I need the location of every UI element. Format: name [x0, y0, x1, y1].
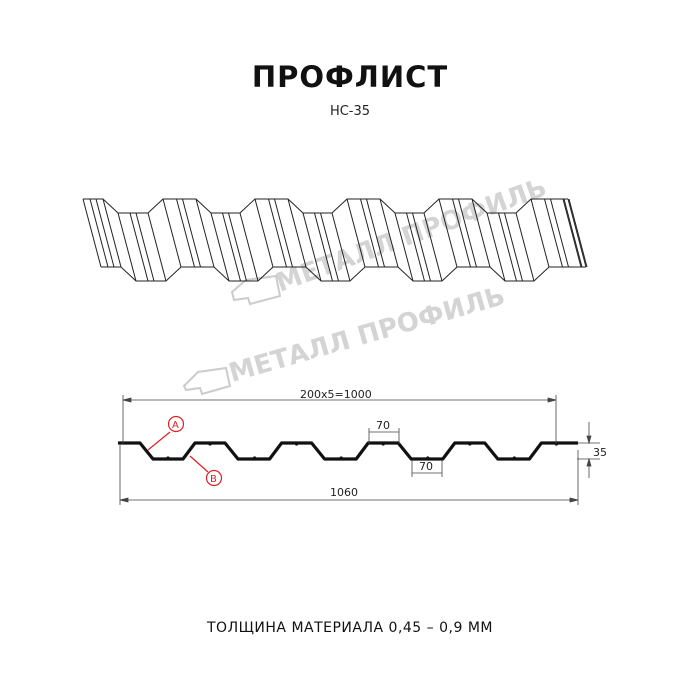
trough-stiffener	[339, 456, 343, 460]
material-thickness-note: ТОЛЩИНА МАТЕРИАЛА 0,45 – 0,9 ММ	[207, 620, 493, 636]
page-title: ПРОФЛИСТ	[251, 60, 449, 94]
perspective-stiffener-line	[544, 198, 563, 268]
crest-stiffener	[295, 442, 299, 446]
perspective-stiffener-line	[504, 212, 523, 282]
crest-stiffener	[554, 442, 559, 446]
full-width-label: 1060	[330, 486, 358, 499]
trough-width-label: 70	[419, 460, 433, 473]
perspective-fold-line	[254, 198, 274, 268]
marker-b-label: B	[210, 474, 217, 485]
perspective-fold-line	[394, 212, 414, 282]
perspective-stiffener-line	[498, 212, 517, 282]
perspective-stiffener-line	[129, 212, 149, 282]
crest-stiffener	[208, 442, 212, 446]
perspective-stiffener-line	[568, 198, 588, 268]
perspective-view	[82, 198, 588, 282]
trough-stiffener	[166, 456, 170, 460]
trough-stiffener	[512, 456, 517, 460]
perspective-stiffener-line	[176, 198, 195, 268]
perspective-fold-line	[82, 198, 102, 268]
dimension-lines: 200x5=1000 70 70 35 1060	[119, 388, 607, 505]
perspective-stiffener-line	[182, 198, 201, 268]
perspective-stiffener-line	[458, 198, 477, 268]
perspective-fold-line	[195, 198, 215, 268]
perspective-stiffener-line	[366, 198, 385, 268]
perspective-fold-line	[117, 212, 137, 282]
perspective-stiffener-line	[228, 212, 247, 282]
perspective-stiffener-line	[89, 198, 109, 268]
perspective-stiffener-line	[222, 212, 241, 282]
watermark-logo-top	[230, 274, 282, 306]
trough-stiffener	[426, 456, 430, 460]
perspective-fold-line	[563, 198, 583, 268]
perspective-fold-line	[567, 198, 587, 268]
perspective-fold-line	[210, 212, 230, 282]
perspective-stiffener-line	[268, 198, 287, 268]
perspective-stiffener-line	[360, 198, 379, 268]
marker-b-circle	[205, 469, 223, 487]
perspective-stiffener-line	[314, 212, 333, 282]
marker-a-circle	[167, 415, 185, 433]
perspective-fold-line	[471, 198, 491, 268]
perspective-fold-line	[239, 212, 259, 282]
perspective-stiffener-line	[274, 198, 293, 268]
model-subtitle: НС-35	[329, 104, 371, 119]
profile-line	[118, 441, 578, 461]
perspective-stiffener-line	[452, 198, 471, 268]
perspective-fold-line	[438, 198, 458, 268]
perspective-fold-line	[515, 212, 535, 282]
perspective-stiffener-line	[562, 198, 582, 268]
cross-section	[118, 441, 578, 461]
perspective-fold-line	[486, 212, 506, 282]
height-label: 35	[593, 446, 607, 459]
perspective-fold-line	[331, 212, 351, 282]
watermark-logo-bottom	[182, 366, 232, 396]
perspective-stiffener-line	[412, 212, 431, 282]
watermark-bottom: МЕТАЛЛ ПРОФИЛЬ	[226, 281, 509, 389]
marker-a-label: A	[172, 420, 179, 431]
crest-width-label: 70	[376, 419, 390, 432]
pitch-total-label: 200x5=1000	[300, 388, 372, 401]
perspective-fold-line	[302, 212, 322, 282]
perspective-fold-line	[346, 198, 366, 268]
crest-stiffener	[468, 442, 472, 446]
perspective-fold-line	[530, 198, 550, 268]
perspective-fold-line	[287, 198, 307, 268]
crest-stiffener	[381, 442, 385, 446]
perspective-stiffener-line	[135, 212, 155, 282]
trough-stiffener	[253, 456, 257, 460]
marker-b-leader	[189, 455, 209, 473]
perspective-stiffener-line	[406, 212, 425, 282]
perspective-fold-line	[379, 198, 399, 268]
perspective-stiffener-line	[95, 198, 115, 268]
perspective-stiffener-line	[320, 212, 339, 282]
marker-a-leader	[147, 431, 171, 451]
perspective-fold-line	[102, 198, 122, 268]
perspective-fold-line	[162, 198, 182, 268]
perspective-fold-line	[423, 212, 443, 282]
perspective-stiffener-line	[550, 198, 569, 268]
perspective-fold-line	[147, 212, 167, 282]
